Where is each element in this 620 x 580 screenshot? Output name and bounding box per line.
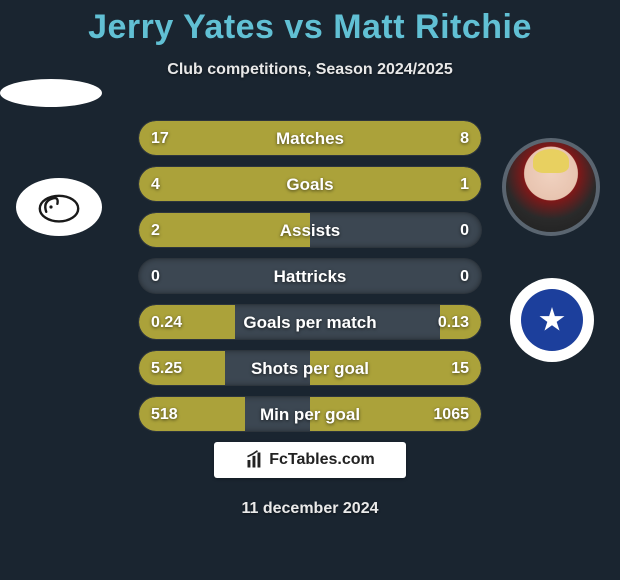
player1-avatar-placeholder [0, 79, 102, 107]
subtitle: Club competitions, Season 2024/2025 [0, 61, 620, 79]
footer-brand: FcTables.com [214, 442, 406, 478]
stat-row: Matches17 8 [138, 120, 482, 156]
stat-label: Goals [139, 167, 481, 202]
stat-value-right: 0 [460, 213, 469, 248]
stat-label: Hattricks [139, 259, 481, 294]
star-icon [539, 307, 565, 333]
stat-value-right: 15 [451, 351, 469, 386]
stat-value-right: 1 [460, 167, 469, 202]
stat-label: Assists [139, 213, 481, 248]
bar-chart-icon [245, 450, 265, 470]
stat-row: Assists2 0 [138, 212, 482, 248]
player2-club-logo [510, 278, 594, 362]
stat-row: Goals4 1 [138, 166, 482, 202]
stat-value-left: 2 [151, 213, 160, 248]
stat-value-left: 0.24 [151, 305, 182, 340]
stat-value-right: 0 [460, 259, 469, 294]
player1-club-logo [16, 178, 102, 236]
stat-value-left: 518 [151, 397, 178, 432]
stats-container: Matches178Goals41Assists20Hattricks00Goa… [138, 120, 482, 442]
stat-label: Shots per goal [139, 351, 481, 386]
stat-row: Shots per goal5.25 15 [138, 350, 482, 386]
player2-avatar [502, 138, 600, 236]
title-vs: vs [284, 8, 323, 46]
stat-label: Matches [139, 121, 481, 156]
stat-value-right: 1065 [433, 397, 469, 432]
page-title: Jerry Yates vs Matt Ritchie [0, 0, 620, 47]
stat-value-left: 17 [151, 121, 169, 156]
stat-value-left: 0 [151, 259, 160, 294]
stat-row: Hattricks0 0 [138, 258, 482, 294]
stat-value-right: 8 [460, 121, 469, 156]
stat-value-left: 4 [151, 167, 160, 202]
footer-brand-text: FcTables.com [269, 451, 375, 469]
portsmouth-badge-icon [521, 289, 583, 351]
stat-label: Goals per match [139, 305, 481, 340]
ram-icon [35, 187, 83, 227]
stat-row: Goals per match0.24 0.13 [138, 304, 482, 340]
stat-row: Min per goal518 1065 [138, 396, 482, 432]
title-player2: Matt Ritchie [333, 8, 532, 46]
stat-value-right: 0.13 [438, 305, 469, 340]
stat-label: Min per goal [139, 397, 481, 432]
date: 11 december 2024 [0, 500, 620, 518]
stat-value-left: 5.25 [151, 351, 182, 386]
title-player1: Jerry Yates [88, 8, 274, 46]
